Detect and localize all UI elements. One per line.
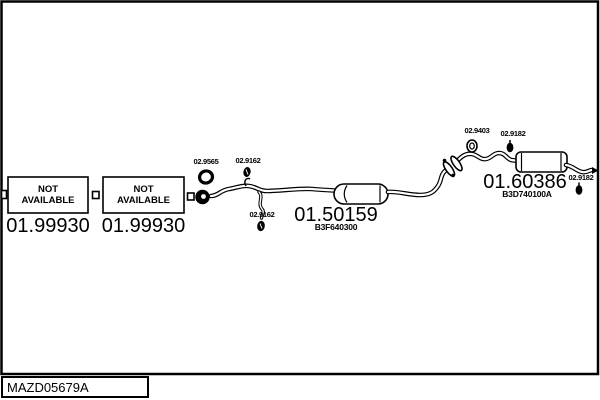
flange-joint <box>442 155 463 178</box>
diagram-id: MAZD05679A <box>7 380 89 395</box>
part-number-2[interactable]: 01.99930 <box>102 215 185 237</box>
not-available-text-1-line2: AVAILABLE <box>22 195 75 206</box>
not-available-text-2-line2: AVAILABLE <box>117 195 170 206</box>
rear-hanger-top-label[interactable]: 02.9182 <box>500 129 525 138</box>
tail-pipe <box>563 162 599 175</box>
middle-muffler-part-number[interactable]: 01.50159 <box>294 204 377 226</box>
footer: MAZD05679A <box>1 376 149 398</box>
middle-muffler <box>333 183 389 205</box>
front-hanger-top <box>243 167 251 177</box>
tail-pipe-tip <box>592 167 599 174</box>
clamp-label[interactable]: 02.9403 <box>464 126 489 135</box>
rear-muffler-ref: B3D740100A <box>502 189 552 199</box>
connector-square-left <box>0 189 8 200</box>
not-available-text-1-line1: NOT <box>38 184 58 195</box>
front-flange <box>195 189 210 205</box>
diagram-frame <box>0 0 600 376</box>
middle-muffler-ref: B3F640300 <box>315 222 358 232</box>
front-pipe <box>208 177 343 220</box>
rear-hanger-top <box>506 140 514 153</box>
rear-muffler-part-number[interactable]: 01.60386 <box>483 171 566 193</box>
part-number-1[interactable]: 01.99930 <box>6 215 89 237</box>
front-hanger-bottom-label[interactable]: 02.9162 <box>249 210 274 219</box>
not-available-part-2[interactable]: NOT AVAILABLE 01.99930 <box>102 176 185 237</box>
connector-square-flange <box>186 192 195 201</box>
front-hanger-top-label[interactable]: 02.9162 <box>235 156 260 165</box>
gasket-ring <box>197 169 215 185</box>
rear-hanger-right-label[interactable]: 02.9182 <box>568 173 593 182</box>
rear-hanger-right <box>575 182 583 195</box>
not-available-part-1[interactable]: NOT AVAILABLE 01.99930 <box>6 176 90 237</box>
gasket-label[interactable]: 02.9565 <box>193 157 218 166</box>
rear-muffler <box>515 151 568 173</box>
not-available-text-2-line1: NOT <box>133 184 153 195</box>
connector-square-mid <box>91 190 100 200</box>
front-hanger-bottom <box>257 220 265 232</box>
clamp-ring <box>466 139 478 153</box>
intermediate-pipe <box>385 150 522 198</box>
diagram-id-box <box>1 376 149 398</box>
front-hanger-top-bracket <box>244 177 251 187</box>
